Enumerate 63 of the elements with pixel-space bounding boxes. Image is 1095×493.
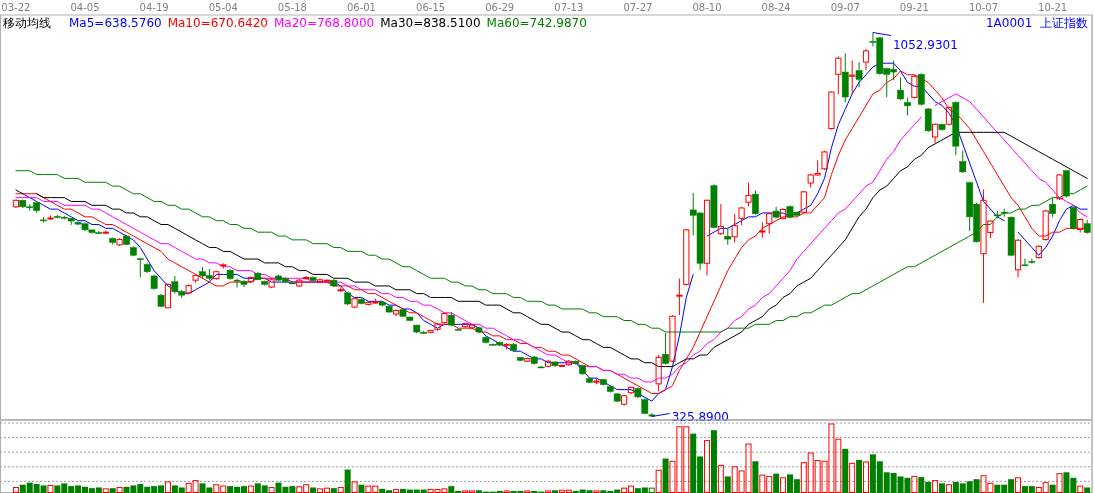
bar	[911, 475, 918, 493]
bar	[593, 490, 600, 493]
bar	[1056, 473, 1063, 493]
bar	[752, 461, 759, 493]
bar	[1015, 477, 1022, 493]
bar	[780, 477, 787, 493]
bar	[945, 484, 952, 493]
x-tick-label: 10-21	[1038, 2, 1068, 13]
annotation: 325.8900	[671, 409, 730, 424]
bar	[662, 458, 669, 493]
bar	[47, 484, 54, 493]
bar	[717, 464, 724, 493]
x-tick-label: 08-10	[692, 2, 722, 13]
bar	[109, 488, 116, 493]
bar	[393, 489, 400, 493]
annotation: 1052.9301	[892, 37, 958, 52]
chart-subtitle: 1A0001 上证指数	[985, 16, 1088, 30]
bar	[939, 483, 946, 493]
bar	[655, 469, 662, 493]
bar	[724, 476, 731, 493]
x-tick-label: 07-13	[554, 2, 584, 13]
bar	[773, 473, 780, 493]
bar	[12, 486, 19, 493]
bar	[344, 469, 351, 493]
bar	[503, 490, 510, 493]
x-tick-label: 09-21	[899, 2, 929, 13]
x-tick-label: 07-27	[623, 2, 653, 13]
x-tick-label: 05-18	[277, 2, 307, 13]
bar	[164, 481, 171, 493]
bar	[856, 459, 863, 493]
bar	[310, 487, 317, 493]
x-tick-label: 04-19	[139, 2, 169, 13]
bar	[849, 462, 856, 493]
bar	[863, 461, 869, 493]
bar	[551, 490, 558, 493]
legend: Ma5=638.5760 Ma10=670.6420 Ma20=768.8000 Ma30=838.5100 Ma60=742.9870	[69, 16, 587, 30]
x-tick-label: 03-22	[1, 2, 31, 13]
x-tick-label: 06-01	[346, 2, 376, 13]
bar	[710, 430, 717, 493]
bar	[337, 486, 344, 493]
x-tick-label: 05-04	[208, 2, 238, 13]
bar	[1077, 485, 1084, 493]
bar	[524, 490, 531, 493]
x-tick-label: 10-07	[968, 2, 999, 13]
bar	[351, 481, 358, 493]
x-tick-label: 04-05	[70, 2, 100, 13]
bar	[268, 486, 275, 493]
bar	[704, 440, 711, 493]
bar	[247, 485, 254, 493]
bar	[1084, 487, 1091, 493]
x-tick-label: 09-07	[830, 2, 860, 13]
x-tick-label: 06-15	[416, 2, 446, 13]
chart-title: 移动均线	[3, 16, 51, 30]
x-tick-label: 06-29	[485, 2, 515, 13]
bar	[330, 488, 337, 493]
bar	[842, 448, 849, 493]
bar	[358, 484, 365, 493]
bar	[102, 488, 109, 493]
bar	[932, 480, 939, 493]
bar	[116, 486, 123, 493]
bar	[1049, 484, 1056, 493]
x-tick-label: 08-24	[761, 2, 791, 13]
bar	[545, 490, 552, 493]
